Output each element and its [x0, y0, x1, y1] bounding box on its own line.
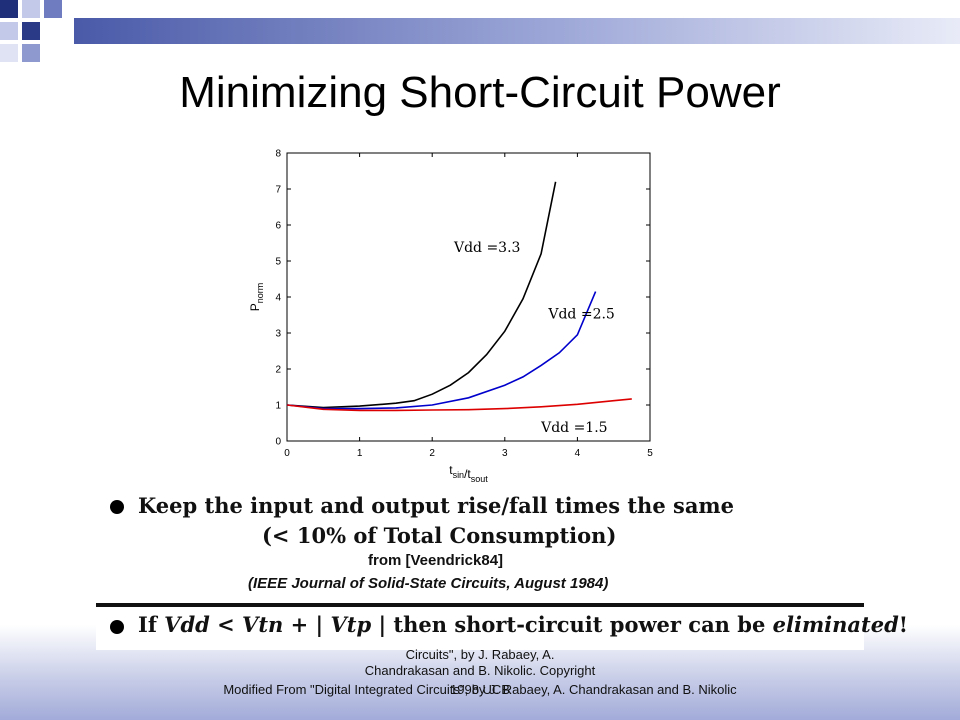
y-axis-label: Pnorm: [248, 283, 265, 312]
series-label-1: Vdd =3.3: [453, 240, 520, 256]
decor-square-light-3: [0, 44, 18, 62]
y-tick-label: 7: [275, 185, 281, 196]
bullet-item-2-emph: eliminated: [772, 612, 899, 637]
decor-square-light-2: [0, 22, 18, 40]
header-gradient-bar: [74, 18, 960, 44]
source-citation: from [Veendrick84]: [368, 552, 504, 569]
series-line-3: [286, 398, 632, 412]
x-axis-label: tsin/tsout: [449, 463, 488, 484]
power-chart: 0 1 2 3 4 5 0 1 2 3 4 5 6 7 8 tsin/tsout Pnorm Vdd =3.3 Vd…: [248, 149, 653, 485]
y-tick-label: 6: [275, 221, 281, 232]
footer-line-3: Modified From "Digital Integrated Circui…: [223, 682, 737, 697]
x-tick-label: 2: [429, 448, 435, 459]
footer-line-2: Chandrakasan and B. Nikolic. Copyright: [364, 663, 596, 678]
bullet-item-2: If Vdd < Vtn + | Vtp | then short-circui…: [138, 612, 908, 637]
panel-divider: [96, 603, 864, 607]
y-tick-label: 1: [275, 401, 281, 412]
decor-square-mid-2: [22, 44, 40, 62]
y-tick-label: 5: [275, 257, 281, 268]
series-label-3: Vdd =1.5: [540, 420, 607, 436]
x-tick-label: 1: [357, 448, 363, 459]
y-tick-label: 0: [275, 437, 281, 448]
journal-citation-text: (IEEE Journal of Solid-State Circuits, A…: [248, 575, 609, 592]
bullet-dot-1: [110, 500, 124, 514]
bullet-item-1: Keep the input and output rise/fall time…: [138, 493, 735, 518]
y-tick-label: 3: [275, 329, 281, 340]
bullet-item-1-sub: (< 10% of Total Consumption): [262, 523, 617, 548]
decor-square-dark-2: [22, 22, 40, 40]
slide-title: Minimizing Short-Circuit Power: [179, 68, 781, 117]
series-label-2: Vdd =2.5: [547, 307, 614, 323]
series-line-1: [286, 181, 557, 409]
bullet-item-2-middle: then short-circuit power can be: [386, 612, 773, 637]
x-tick-label: 5: [647, 448, 653, 459]
bullet-item-2-prefix: If: [138, 612, 165, 637]
x-tick-label: 0: [284, 448, 290, 459]
series-line-2: [286, 291, 597, 410]
y-tick-label: 4: [275, 293, 281, 304]
x-tick-label: 3: [502, 448, 508, 459]
decor-square-mid-1: [44, 0, 62, 18]
bullet-item-2-end: !: [898, 612, 908, 637]
bullet-dot-2: [110, 620, 124, 634]
x-tick-label: 4: [575, 448, 581, 459]
y-tick-label: 2: [275, 365, 281, 376]
decor-square-light-1: [22, 0, 40, 18]
journal-citation: (IEEE Journal of Solid-State Circuits, A…: [248, 575, 608, 592]
bullet-item-2-formula: Vdd < Vtn + | Vtp |: [164, 612, 387, 637]
footer-line-3-overlap: 1998 UCB: [450, 682, 510, 697]
footer-line-1: Circuits", by J. Rabaey, A.: [405, 647, 555, 662]
bullet-panel: Keep the input and output rise/fall time…: [96, 485, 908, 650]
decor-square-dark-1: [0, 0, 18, 18]
y-tick-label: 8: [275, 149, 281, 160]
